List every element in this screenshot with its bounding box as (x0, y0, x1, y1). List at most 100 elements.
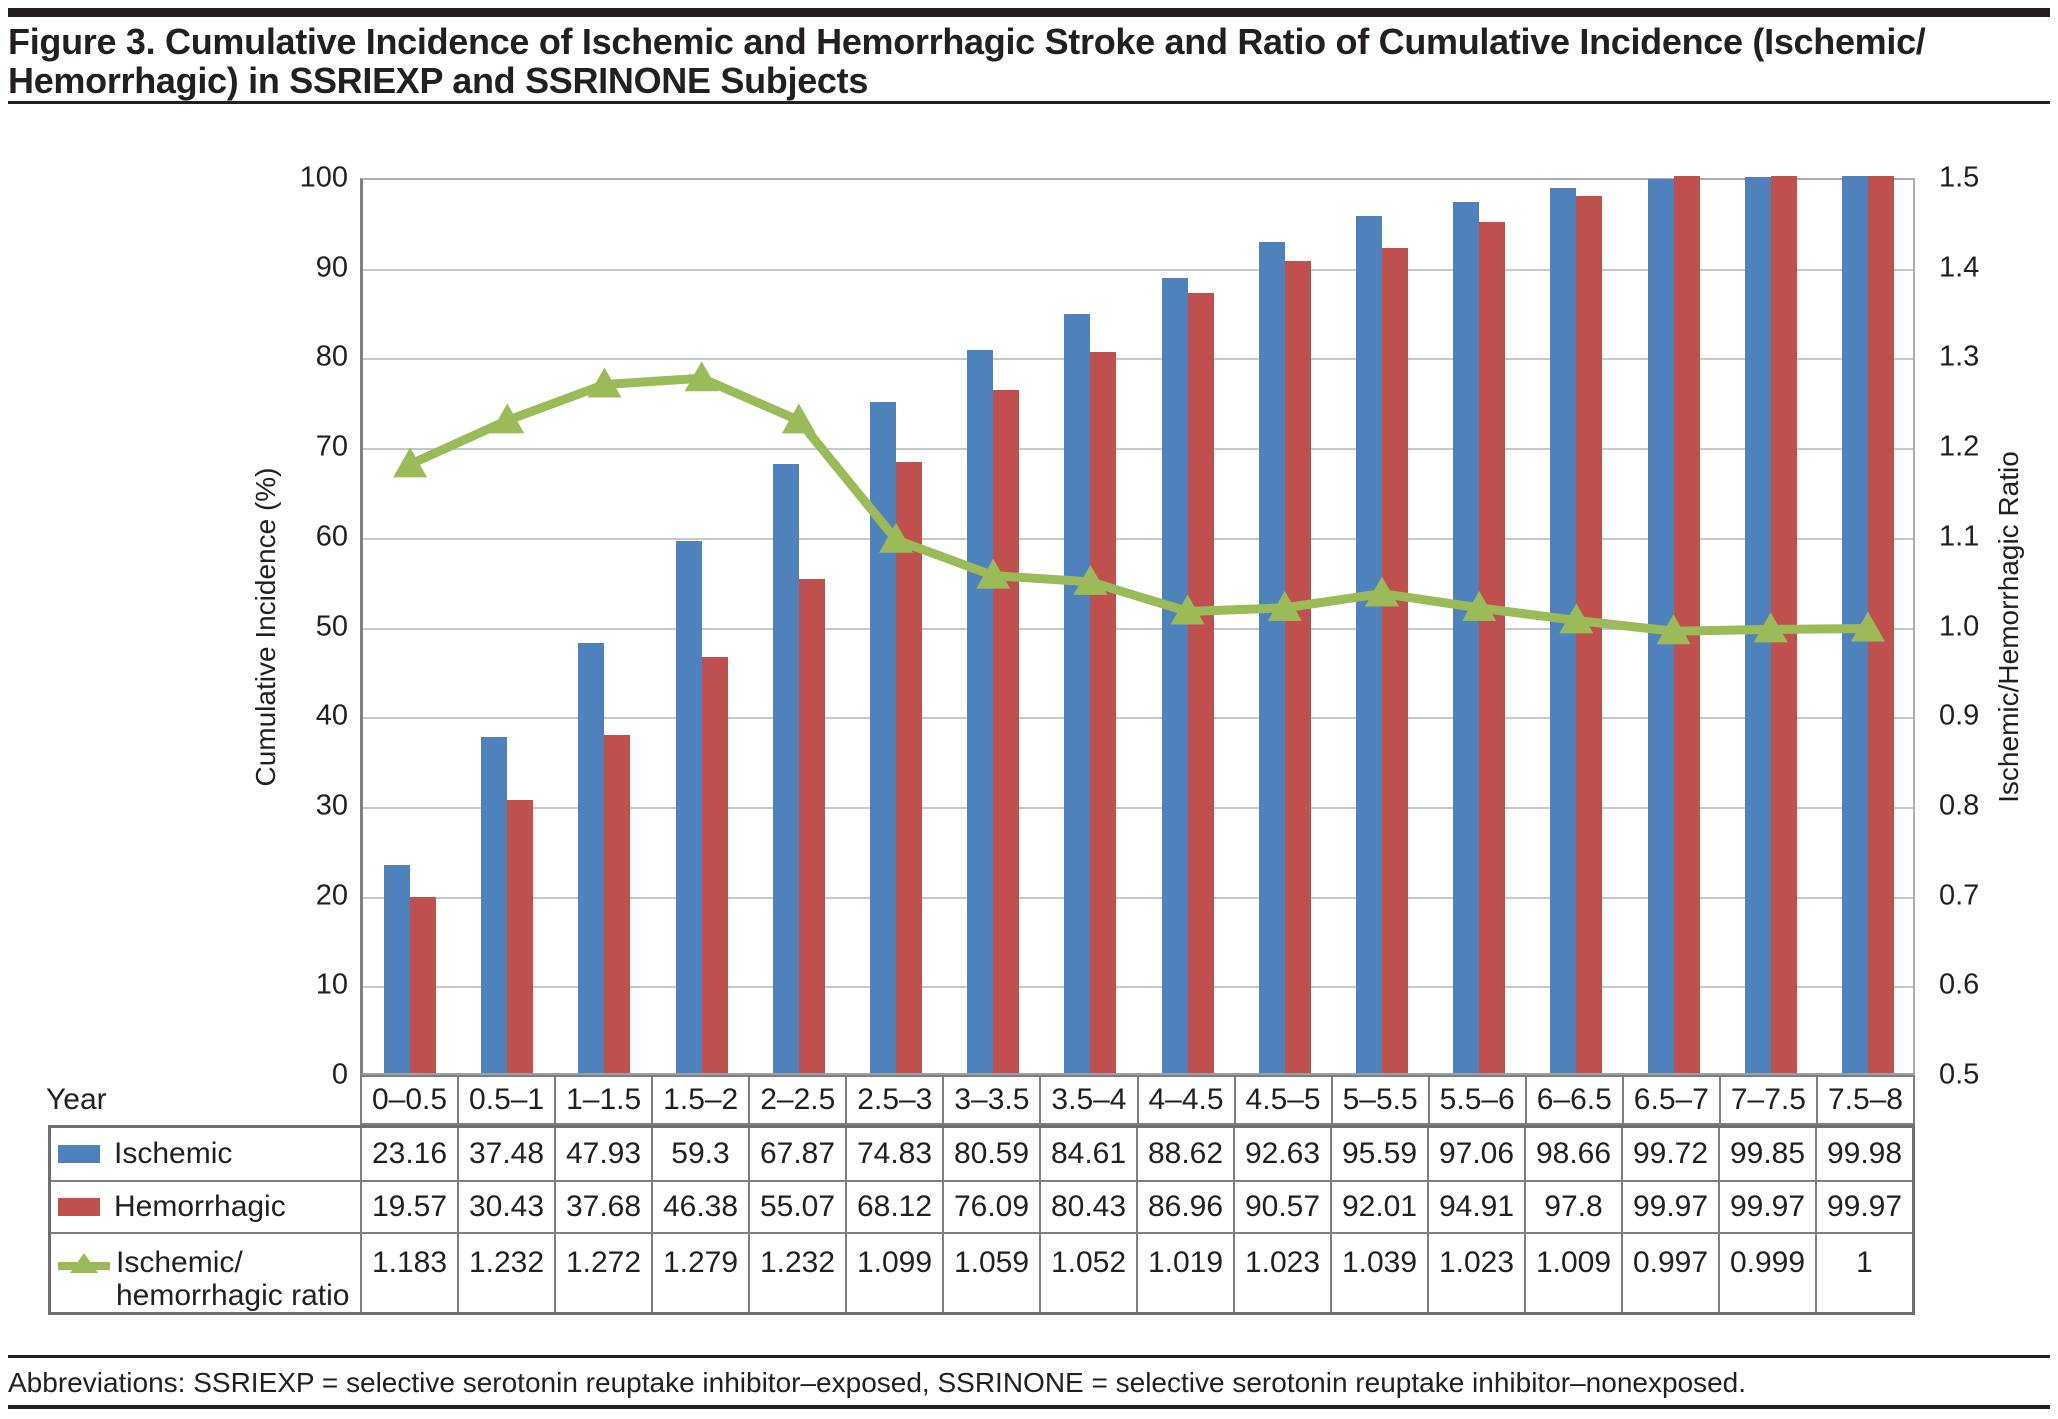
table-value-cell: 1.019 (1136, 1232, 1233, 1312)
table-value-cell: 0.997 (1621, 1232, 1718, 1312)
horizontal-gridline (363, 896, 1913, 899)
ischemic-bar (1453, 202, 1480, 1073)
ischemic-bar (578, 643, 605, 1073)
header-bar (8, 8, 2050, 17)
ischemic-bar (384, 865, 411, 1073)
ratio-marker-triangle (684, 361, 719, 392)
ischemic-bar (772, 464, 799, 1073)
ratio-marker-triangle (976, 558, 1011, 589)
table-value-cell: 37.68 (554, 1180, 651, 1232)
hemorrhagic-bar (1381, 247, 1408, 1073)
table-value-cell: 55.07 (748, 1180, 845, 1232)
table-value-cell: 1.023 (1427, 1232, 1524, 1312)
x-axis-category-row: 0–0.5 0.5–1 1–1.5 1.5–2 2–2.5 2.5–3 3–3.5 3.5–4… (360, 1075, 1915, 1125)
ratio-marker-triangle (1559, 603, 1594, 634)
hemorrhagic-bar (1187, 292, 1214, 1073)
table-value-cell: 1.272 (554, 1232, 651, 1312)
ratio-line (408, 373, 1868, 636)
x-axis-category-cell: 4–4.5 (1136, 1077, 1234, 1123)
table-value-cell: 88.62 (1136, 1128, 1233, 1180)
x-axis-category-cell: 7.5–8 (1815, 1077, 1913, 1123)
footnote-divider-top (8, 1355, 2050, 1358)
ratio-marker-triangle (1656, 614, 1691, 645)
table-value-cell: 67.87 (748, 1128, 845, 1180)
ischemic-bar (1258, 242, 1285, 1073)
left-axis-tick-label: 40 (315, 699, 348, 732)
hemorrhagic-bar (1479, 221, 1506, 1073)
table-value-cell: 80.59 (942, 1128, 1039, 1180)
ratio-marker-triangle (1753, 612, 1788, 643)
table-value-cell: 1.052 (1039, 1232, 1136, 1312)
ratio-marker-triangle (1850, 611, 1885, 642)
legend-cell: Ischemic (51, 1128, 360, 1180)
right-axis-tick-label: 1.3 (1939, 340, 1980, 373)
data-table: Ischemic 23.16 37.48 47.93 59.3 67.87 74.83 80.… (48, 1125, 1915, 1315)
x-axis-category-cell: 0.5–1 (457, 1077, 554, 1123)
left-axis-tick-label: 30 (315, 789, 348, 822)
table-value-cell: 92.01 (1330, 1180, 1427, 1232)
hemorrhagic-bar (798, 579, 825, 1073)
hemorrhagic-bar (701, 656, 728, 1073)
table-value-cell: 86.96 (1136, 1180, 1233, 1232)
ratio-marker-triangle (393, 447, 428, 478)
ratio-marker-triangle (1267, 590, 1302, 621)
horizontal-gridline (363, 717, 1913, 720)
table-value-cell: 1.232 (457, 1232, 554, 1312)
table-value-cell: 0.999 (1718, 1232, 1815, 1312)
x-axis-label: Year (46, 1083, 107, 1116)
x-axis-category-cell: 2–2.5 (748, 1077, 845, 1123)
left-axis-tick-label: 60 (315, 520, 348, 553)
hemorrhagic-bar (993, 390, 1020, 1073)
horizontal-gridline (363, 627, 1913, 630)
legend-label-line: Ischemic/ (116, 1246, 243, 1279)
figure-title-line-1: Figure 3. Cumulative Incidence of Ischem… (8, 21, 1926, 62)
horizontal-gridline (363, 806, 1913, 809)
horizontal-gridline (363, 358, 1913, 361)
legend-label: Hemorrhagic (114, 1190, 286, 1223)
left-axis-tick-label: 20 (315, 879, 348, 912)
table-value-cell: 99.97 (1621, 1180, 1718, 1232)
table-value-cell: 99.85 (1718, 1128, 1815, 1180)
right-axis-tick-label: 1.0 (1939, 610, 1980, 642)
table-value-cell: 90.57 (1233, 1180, 1330, 1232)
table-value-cell: 47.93 (554, 1128, 651, 1180)
hemorrhagic-bar (1284, 260, 1311, 1073)
x-axis-category-cell: 5–5.5 (1330, 1077, 1428, 1123)
horizontal-gridline (363, 268, 1913, 271)
legend-swatch-ischemic (58, 1145, 100, 1163)
plot-area (360, 176, 1915, 1075)
legend-label: Ischemic/hemorrhagic ratio (116, 1246, 349, 1312)
x-axis-category-cell: 7–7.5 (1718, 1077, 1816, 1123)
right-axis-tick-label: 1.5 (1939, 161, 1980, 194)
table-value-cell: 1.279 (651, 1232, 748, 1312)
ratio-marker-triangle (781, 403, 816, 434)
ratio-marker-triangle (1364, 576, 1399, 607)
footnote: Abbreviations: SSRIEXP = selective serot… (8, 1367, 1747, 1398)
left-axis-tick-label: 50 (315, 610, 348, 642)
left-axis-tick-label: 90 (315, 251, 348, 284)
table-value-cell: 1.059 (942, 1232, 1039, 1312)
table-value-cell: 99.97 (1718, 1180, 1815, 1232)
table-value-cell: 94.91 (1427, 1180, 1524, 1232)
table-value-cell: 59.3 (651, 1128, 748, 1180)
x-axis-category-cell: 6.5–7 (1621, 1077, 1719, 1123)
ratio-line-layer (393, 361, 1885, 645)
table-value-cell: 1.039 (1330, 1232, 1427, 1312)
table-value-cell: 1 (1815, 1232, 1912, 1312)
x-axis-category-cell: 0–0.5 (371, 1083, 448, 1116)
ratio-marker-triangle (587, 367, 622, 398)
right-axis-tick-label: 1.2 (1939, 430, 1980, 463)
left-axis-tick-label: 10 (315, 968, 348, 1001)
table-value-cell: 76.09 (942, 1180, 1039, 1232)
table-value-cell: 99.72 (1621, 1128, 1718, 1180)
table-value-cell: 1.023 (1233, 1232, 1330, 1312)
legend-label: Ischemic (114, 1137, 233, 1170)
legend-cell: Hemorrhagic (51, 1180, 360, 1232)
figure-title: Figure 3. Cumulative Incidence of Ischem… (8, 22, 2052, 100)
table-value-cell: 98.66 (1524, 1128, 1621, 1180)
hemorrhagic-bar (896, 461, 923, 1073)
table-value-cell: 99.98 (1815, 1128, 1912, 1180)
ischemic-bar (675, 541, 702, 1073)
table-value-cell: 1.183 (360, 1232, 457, 1312)
